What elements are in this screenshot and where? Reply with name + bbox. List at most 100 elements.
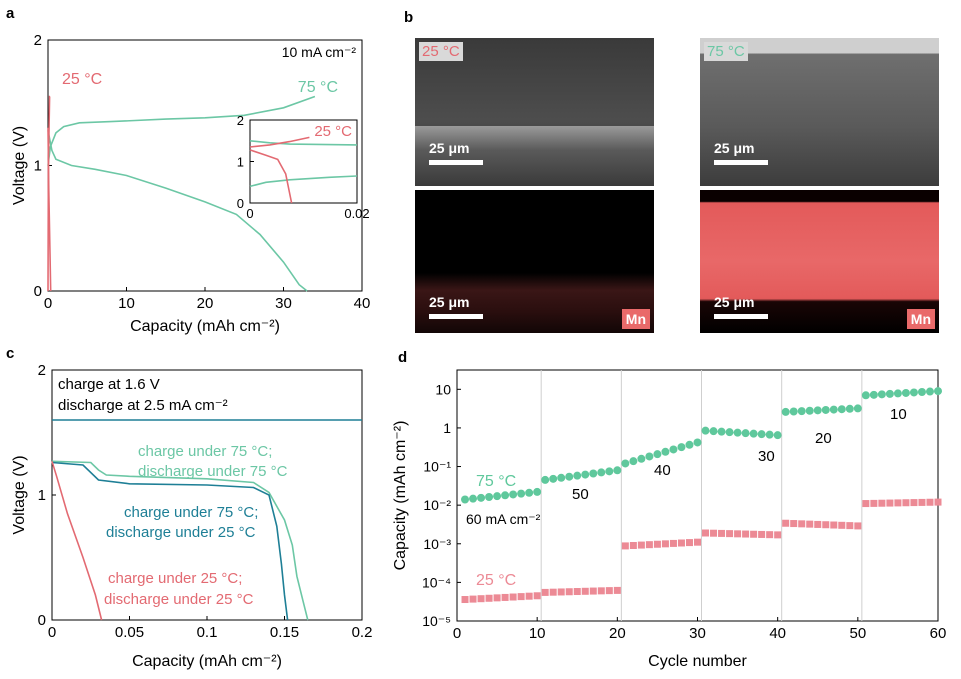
data-point-25c — [493, 594, 501, 602]
data-point-25c — [926, 498, 934, 506]
scale-bar — [429, 314, 483, 319]
y-tick-label: 0 — [38, 612, 46, 629]
series-line — [47, 95, 316, 166]
data-point-25c — [766, 531, 774, 539]
y-tick-label: 2 — [237, 113, 244, 128]
series-line — [51, 460, 309, 621]
data-point-25c — [798, 520, 806, 528]
data-point-75c — [517, 489, 526, 498]
data-point-25c — [661, 540, 669, 548]
data-point-25c — [910, 499, 918, 507]
data-point-25c — [822, 521, 830, 529]
y-tick-label: 1 — [237, 155, 244, 170]
y-tick-label: 1 — [34, 158, 42, 175]
y-tick-label: 10⁻² — [423, 497, 451, 513]
temperature-tag: 25 °C — [419, 42, 463, 61]
data-point-75c — [725, 428, 734, 437]
x-tick-label: 50 — [849, 625, 866, 642]
data-point-75c — [573, 471, 582, 480]
y-axis-label: Voltage (V) — [11, 126, 28, 205]
data-point-75c — [653, 450, 662, 459]
inset-temp-label: 25 °C — [314, 123, 352, 140]
data-point-25c — [702, 529, 710, 537]
data-point-25c — [838, 521, 846, 529]
x-tick-label: 10 — [118, 295, 135, 312]
data-point-75c — [685, 440, 694, 449]
data-point-75c — [645, 452, 654, 461]
scale-bar-label: 25 μm — [714, 294, 755, 310]
data-point-75c — [581, 470, 590, 479]
rate-label: 50 — [572, 486, 589, 503]
x-tick-label: 20 — [197, 295, 214, 312]
label-red-1: charge under 25 °C; — [108, 570, 242, 587]
data-point-25c — [734, 530, 742, 538]
data-point-25c — [573, 588, 581, 596]
scale-bar-label: 25 μm — [714, 140, 755, 156]
data-point-75c — [861, 391, 870, 400]
data-point-75c — [613, 466, 622, 475]
rate-label: 10 — [890, 406, 907, 423]
data-point-75c — [541, 475, 550, 484]
annotation-discharge: discharge at 2.5 mA cm⁻² — [58, 397, 228, 414]
data-point-75c — [934, 387, 942, 396]
data-point-75c — [589, 469, 598, 478]
y-tick-label: 2 — [34, 32, 42, 49]
data-point-25c — [806, 520, 814, 528]
mn-map-25c: 25 μm Mn — [415, 190, 654, 333]
data-point-75c — [565, 472, 574, 481]
data-point-25c — [549, 588, 557, 596]
data-point-25c — [613, 586, 621, 594]
data-point-25c — [902, 499, 910, 507]
series-line — [47, 95, 51, 292]
data-point-25c — [557, 588, 565, 596]
data-point-75c — [805, 406, 814, 415]
data-point-75c — [837, 405, 846, 414]
temp-label-75: 75 °C — [298, 79, 338, 96]
x-tick-label: 0.05 — [115, 624, 144, 641]
data-point-25c — [846, 522, 854, 530]
annotation-charge: charge at 1.6 V — [58, 376, 160, 393]
data-point-75c — [893, 389, 902, 398]
data-point-25c — [814, 520, 822, 528]
x-tick-label: 0.1 — [197, 624, 218, 641]
y-tick-label: 10⁻³ — [423, 536, 451, 552]
y-tick-label: 1 — [38, 487, 46, 504]
series-label-25c: 25 °C — [476, 572, 516, 589]
data-point-75c — [829, 405, 838, 414]
data-point-25c — [726, 530, 734, 538]
data-point-75c — [693, 438, 702, 447]
data-point-75c — [869, 390, 878, 399]
data-point-75c — [677, 443, 686, 452]
data-point-25c — [501, 593, 509, 601]
data-point-75c — [621, 459, 630, 468]
data-point-25c — [774, 531, 782, 539]
data-point-25c — [870, 499, 878, 507]
element-tag: Mn — [621, 309, 650, 329]
series-line — [47, 130, 308, 292]
label-green-2: discharge under 75 °C — [138, 463, 288, 480]
data-point-25c — [782, 519, 790, 527]
data-point-25c — [878, 499, 886, 507]
panel-label-c: c — [6, 345, 14, 362]
data-point-75c — [789, 407, 798, 416]
data-point-25c — [750, 530, 758, 538]
data-point-75c — [909, 388, 918, 397]
rate-label: 30 — [758, 448, 775, 465]
data-point-25c — [653, 540, 661, 548]
data-point-75c — [461, 495, 470, 504]
data-point-25c — [533, 592, 541, 600]
x-tick-label: 0 — [246, 206, 253, 221]
data-point-75c — [637, 454, 646, 463]
data-point-25c — [718, 529, 726, 537]
x-axis-label: Capacity (mAh cm⁻²) — [130, 318, 280, 335]
label-teal-1: charge under 75 °C; — [124, 504, 258, 521]
data-point-25c — [918, 498, 926, 506]
data-point-25c — [461, 596, 469, 604]
rate-label: 60 mA cm⁻² — [466, 511, 541, 527]
scale-bar — [714, 160, 768, 165]
data-point-75c — [925, 387, 934, 396]
scale-bar — [429, 160, 483, 165]
temperature-tag: 75 °C — [704, 42, 748, 61]
data-point-25c — [934, 498, 942, 506]
x-tick-label: 40 — [354, 295, 371, 312]
